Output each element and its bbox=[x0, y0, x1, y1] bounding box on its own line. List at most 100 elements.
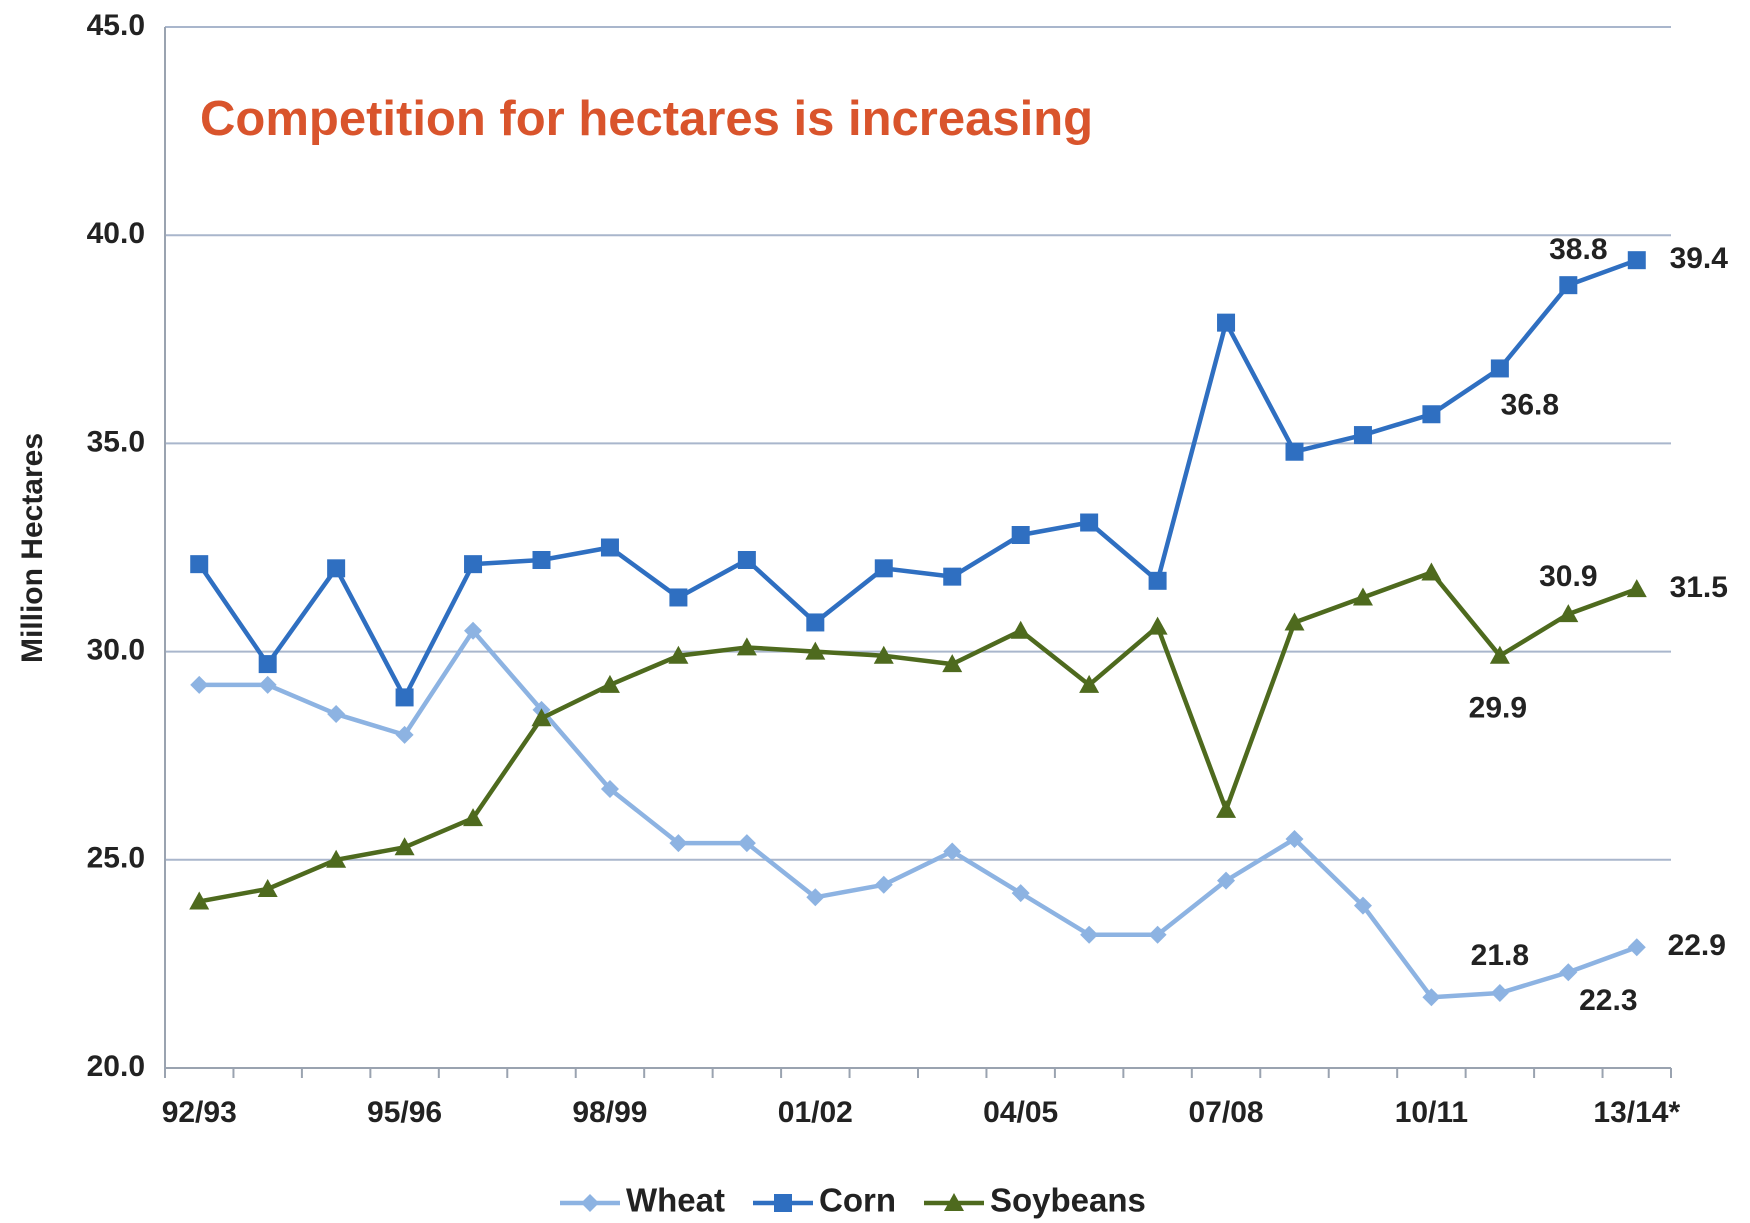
marker bbox=[669, 834, 688, 853]
marker bbox=[942, 654, 963, 673]
marker bbox=[1148, 925, 1167, 944]
marker bbox=[600, 538, 619, 557]
marker bbox=[257, 878, 278, 897]
series: 36.8 38.8 39.4 bbox=[190, 233, 1729, 707]
data-label: 31.5 bbox=[1670, 571, 1728, 604]
marker bbox=[1352, 587, 1373, 606]
marker bbox=[1079, 674, 1100, 693]
series: 29.9 30.9 31.5 bbox=[189, 560, 1728, 910]
marker bbox=[1080, 513, 1099, 532]
data-label: 22.3 bbox=[1579, 984, 1637, 1017]
marker bbox=[190, 675, 209, 694]
marker bbox=[1011, 884, 1030, 903]
marker bbox=[1422, 988, 1441, 1007]
data-label: 30.9 bbox=[1539, 560, 1597, 593]
series-line bbox=[198, 570, 1638, 904]
marker bbox=[669, 588, 688, 607]
marker bbox=[1285, 829, 1304, 848]
marker bbox=[737, 550, 756, 569]
marker bbox=[1559, 963, 1578, 982]
marker bbox=[943, 567, 962, 586]
y-tick-label: 40.0 bbox=[87, 217, 145, 250]
marker bbox=[258, 655, 277, 674]
marker bbox=[1627, 938, 1646, 957]
y-tick-label: 30.0 bbox=[87, 634, 145, 667]
y-axis-label: Million Hectares bbox=[16, 433, 49, 663]
marker bbox=[1148, 571, 1167, 590]
marker bbox=[873, 645, 894, 664]
marker bbox=[1490, 984, 1509, 1003]
marker bbox=[326, 849, 347, 868]
marker bbox=[805, 641, 826, 660]
marker bbox=[1421, 562, 1442, 581]
marker bbox=[1285, 442, 1304, 461]
legend-label: Soybeans bbox=[990, 1182, 1146, 1219]
x-tick-label: 95/96 bbox=[367, 1096, 442, 1129]
marker bbox=[944, 1193, 964, 1211]
marker bbox=[1217, 313, 1236, 332]
data-label: 29.9 bbox=[1469, 692, 1527, 725]
x-tick-label: 92/93 bbox=[162, 1096, 237, 1129]
marker bbox=[1489, 645, 1510, 664]
marker bbox=[327, 705, 346, 724]
marker bbox=[1011, 526, 1030, 545]
data-label: 39.4 bbox=[1670, 242, 1729, 275]
y-tick-label: 20.0 bbox=[87, 1050, 145, 1083]
marker bbox=[943, 842, 962, 861]
y-tick-label: 35.0 bbox=[87, 425, 145, 458]
legend-item: Soybeans bbox=[924, 1182, 1146, 1219]
marker bbox=[395, 688, 414, 707]
marker bbox=[1558, 604, 1579, 623]
marker bbox=[463, 808, 484, 827]
data-label: 38.8 bbox=[1549, 233, 1607, 266]
marker bbox=[258, 675, 277, 694]
x-tick-label: 07/08 bbox=[1189, 1096, 1264, 1129]
marker bbox=[189, 891, 210, 910]
marker bbox=[599, 674, 620, 693]
data-label: 36.8 bbox=[1501, 388, 1559, 421]
marker bbox=[581, 1194, 599, 1212]
data-label: 22.9 bbox=[1668, 929, 1726, 962]
marker bbox=[668, 645, 689, 664]
x-tick-label: 13/14* bbox=[1593, 1096, 1680, 1129]
marker bbox=[1353, 426, 1372, 445]
annotation: Competition for hectares is increasing bbox=[200, 92, 1093, 146]
marker bbox=[464, 555, 483, 574]
marker bbox=[600, 780, 619, 799]
marker bbox=[532, 550, 551, 569]
marker bbox=[874, 559, 893, 578]
marker bbox=[1353, 896, 1372, 915]
legend-label: Wheat bbox=[626, 1182, 725, 1219]
marker bbox=[1284, 612, 1305, 631]
marker bbox=[1217, 871, 1236, 890]
marker bbox=[190, 555, 209, 574]
x-tick-label: 10/11 bbox=[1395, 1096, 1468, 1129]
data-label: 21.8 bbox=[1471, 939, 1529, 972]
marker bbox=[1626, 579, 1647, 598]
marker bbox=[464, 621, 483, 640]
marker bbox=[806, 613, 825, 632]
marker bbox=[394, 837, 415, 856]
legend-label: Corn bbox=[819, 1182, 896, 1219]
marker bbox=[327, 559, 346, 578]
marker bbox=[1559, 276, 1578, 295]
marker bbox=[1147, 616, 1168, 635]
marker bbox=[1490, 359, 1509, 378]
x-tick-label: 01/02 bbox=[778, 1096, 853, 1129]
marker bbox=[736, 637, 757, 656]
marker bbox=[1080, 925, 1099, 944]
marker bbox=[874, 875, 893, 894]
marker bbox=[1627, 251, 1646, 270]
y-tick-label: 25.0 bbox=[87, 842, 145, 875]
marker bbox=[1010, 620, 1031, 639]
x-tick-label: 04/05 bbox=[983, 1096, 1058, 1129]
series: 21.8 22.3 22.9 bbox=[190, 621, 1726, 1017]
marker bbox=[774, 1194, 792, 1212]
marker bbox=[395, 725, 414, 744]
marker bbox=[1422, 405, 1441, 424]
legend-item: Wheat bbox=[560, 1182, 725, 1219]
x-tick-label: 98/99 bbox=[572, 1096, 647, 1129]
marker bbox=[806, 888, 825, 907]
